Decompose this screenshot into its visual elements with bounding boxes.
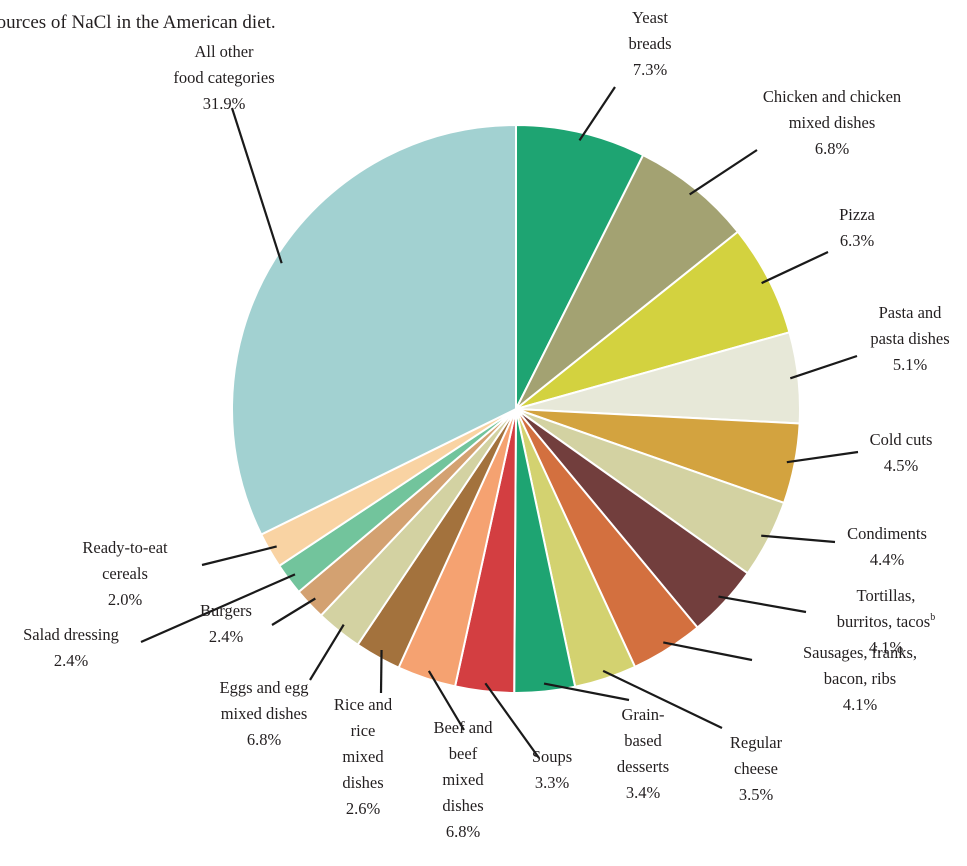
slice-name-line: mixed bbox=[442, 770, 484, 789]
slice-value-label: 4.5% bbox=[884, 456, 919, 475]
slice-value-label: 2.0% bbox=[108, 590, 143, 609]
slice-name-line: Ready-to-eat bbox=[82, 538, 168, 557]
slice-value-label: 3.4% bbox=[626, 783, 661, 802]
slice-name-line: mixed dishes bbox=[789, 113, 876, 132]
leader-line-ready-to-eat-cereals bbox=[201, 545, 277, 567]
leader-line-sausages-franks-bacon-ribs bbox=[663, 641, 753, 662]
slice-name-line: Pizza bbox=[839, 205, 875, 224]
slice-label-chicken-and-chicken-mixed-dishes: Chicken and chicken mixed dishes 6.8% bbox=[763, 87, 901, 158]
slice-label-beef-and-beef-mixed-dishes: Beef and beef mixed dishes 6.8% bbox=[433, 718, 493, 841]
slice-label-salad-dressing: Salad dressing 2.4% bbox=[23, 625, 119, 670]
slice-name-line: All other bbox=[194, 42, 254, 61]
slice-name-line: Tortillas, bbox=[857, 586, 916, 605]
slice-label-grain-based-desserts: Grain-based desserts 3.4% bbox=[617, 705, 669, 802]
leader-line-yeast-breads bbox=[578, 86, 616, 142]
leader-line-chicken-and-chicken-mixed-dishes bbox=[689, 149, 758, 196]
slice-value-label: 2.6% bbox=[346, 799, 381, 818]
slice-value-label: 6.3% bbox=[840, 231, 875, 250]
leader-line-pizza bbox=[761, 251, 829, 285]
slice-label-pasta-and-pasta-dishes: Pasta and pasta dishes 5.1% bbox=[870, 303, 949, 374]
slice-label-rice-and-rice-mixed-dishes: Rice and rice mixed dishes 2.6% bbox=[334, 695, 393, 818]
slice-name-line: desserts bbox=[617, 757, 669, 776]
slice-name-line: Eggs and egg bbox=[220, 678, 309, 697]
slice-value-label: 5.1% bbox=[893, 355, 928, 374]
chart-title: Sources of NaCl in the American diet. bbox=[0, 12, 276, 33]
leader-line-regular-cheese bbox=[602, 669, 723, 729]
slice-name-line: Sausages, franks, bbox=[803, 643, 917, 662]
slice-name-line: Burgers bbox=[200, 601, 252, 620]
slice-label-regular-cheese: Regular cheese 3.5% bbox=[730, 733, 783, 804]
slice-name-line: Yeast bbox=[632, 8, 668, 27]
leader-line-rice-and-rice-mixed-dishes bbox=[379, 650, 383, 694]
slice-name-line: breads bbox=[628, 34, 671, 53]
slice-label-pizza: Pizza 6.3% bbox=[839, 205, 875, 250]
slice-value-label: 4.1% bbox=[843, 695, 878, 714]
leader-line-all-other-food-categories bbox=[230, 107, 283, 264]
footnote-superscript: b bbox=[930, 612, 935, 623]
pie-slices bbox=[231, 123, 801, 694]
slice-name-line: cheese bbox=[734, 759, 778, 778]
slice-name-line: dishes bbox=[342, 773, 383, 792]
leader-line-grain-based-desserts bbox=[543, 682, 630, 702]
slice-name-line: Cold cuts bbox=[870, 430, 933, 449]
slice-name-line: Chicken and chicken bbox=[763, 87, 901, 106]
slice-value-label: 6.8% bbox=[815, 139, 850, 158]
slice-name-line: Pasta and bbox=[879, 303, 943, 322]
slice-label-yeast-breads: Yeast breads 7.3% bbox=[628, 8, 671, 79]
slice-name-line: Regular bbox=[730, 733, 783, 752]
slice-value-label: 2.4% bbox=[54, 651, 89, 670]
slice-value-label: 3.3% bbox=[535, 773, 570, 792]
slice-name-line: bacon, ribs bbox=[824, 669, 896, 688]
pie-slice-yeast-breads bbox=[515, 123, 645, 410]
leader-lines bbox=[140, 86, 859, 759]
leader-line-soups bbox=[484, 682, 540, 759]
slice-value-label: 31.9% bbox=[203, 94, 246, 113]
slice-name-line: Beef and bbox=[433, 718, 493, 737]
slice-name-line: food categories bbox=[173, 68, 274, 87]
slice-value-label: 2.4% bbox=[209, 627, 244, 646]
slice-name-line: Soups bbox=[532, 747, 572, 766]
slice-label-condiments: Condiments 4.4% bbox=[847, 524, 927, 569]
leader-line-pasta-and-pasta-dishes bbox=[789, 354, 858, 380]
pie-slice-chicken-and-chicken-mixed-dishes bbox=[515, 153, 740, 410]
slice-labels: Yeast breads 7.3% Chicken and chicken mixed … bbox=[23, 8, 950, 841]
leader-line-cold-cuts bbox=[786, 450, 859, 464]
slice-label-cold-cuts: Cold cuts 4.5% bbox=[870, 430, 933, 475]
slice-value-label: 6.8% bbox=[446, 822, 481, 841]
leader-line-beef-and-beef-mixed-dishes bbox=[427, 670, 465, 731]
slice-name-line: dishes bbox=[442, 796, 483, 815]
slice-label-all-other-food-categories: All other food categories 31.9% bbox=[173, 42, 274, 113]
slice-name-line: Grain- bbox=[621, 705, 664, 724]
slice-name-line: mixed bbox=[342, 747, 384, 766]
leader-line-condiments bbox=[761, 534, 836, 544]
pie-slice-all-other-food-categories bbox=[231, 123, 517, 536]
slice-value-label: 7.3% bbox=[633, 60, 668, 79]
slice-name-line: Rice and bbox=[334, 695, 393, 714]
leader-line-tortillas-burritos-tacos bbox=[718, 595, 807, 614]
slice-value-label: 4.1% bbox=[869, 638, 904, 657]
slice-name-line: mixed dishes bbox=[221, 704, 308, 723]
slice-name-line: pasta dishes bbox=[870, 329, 949, 348]
slice-value-label: 3.5% bbox=[739, 785, 774, 804]
slice-label-ready-to-eat-cereals: Ready-to-eat cereals 2.0% bbox=[82, 538, 168, 609]
leader-line-eggs-and-egg-mixed-dishes bbox=[309, 624, 345, 681]
slice-value-label: 4.4% bbox=[870, 550, 905, 569]
slice-name-line: beef bbox=[449, 744, 478, 763]
slice-name-line: based bbox=[624, 731, 662, 750]
slice-value-label: 6.8% bbox=[247, 730, 282, 749]
leader-line-salad-dressing bbox=[140, 573, 296, 644]
slice-name-line: Salad dressing bbox=[23, 625, 119, 644]
slice-label-burgers: Burgers 2.4% bbox=[200, 601, 252, 646]
slice-name-line: cereals bbox=[102, 564, 148, 583]
slice-label-eggs-and-egg-mixed-dishes: Eggs and egg mixed dishes 6.8% bbox=[220, 678, 309, 749]
slice-label-sausages-franks-bacon-ribs: Sausages, franks, bacon, ribs 4.1% bbox=[803, 643, 917, 714]
slice-name-line: burritos, tacosb bbox=[837, 612, 935, 631]
slice-label-tortillas-burritos-tacos: Tortillas, burritos, tacosb 4.1% bbox=[837, 586, 935, 657]
slice-label-soups: Soups 3.3% bbox=[532, 747, 572, 792]
leader-line-burgers bbox=[271, 597, 316, 626]
slice-name-line: rice bbox=[351, 721, 376, 740]
slice-name-line: Condiments bbox=[847, 524, 927, 543]
